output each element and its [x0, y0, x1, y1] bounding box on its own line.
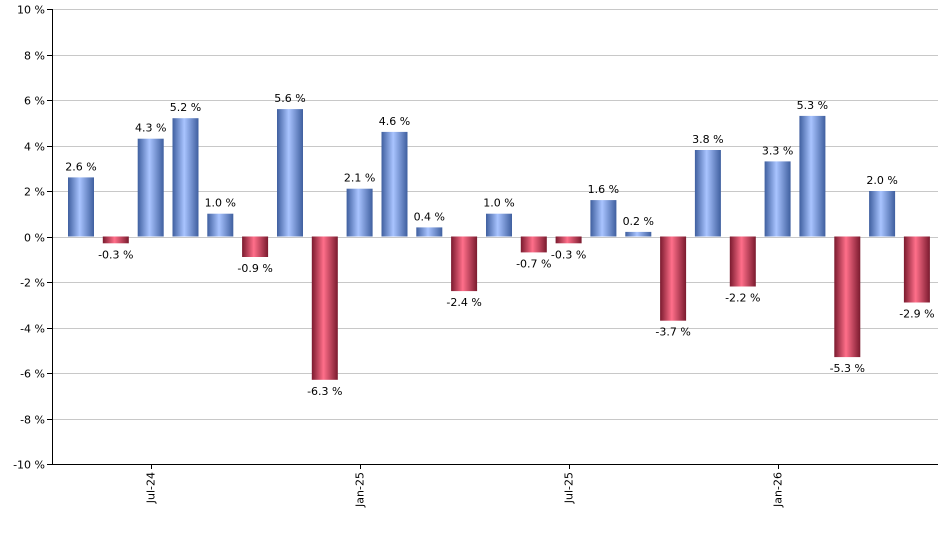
bar-value-label: 2.0 %: [866, 174, 897, 187]
x-tick-label: Jul-24: [145, 472, 158, 504]
y-tick-label: 8 %: [24, 50, 45, 63]
bar-value-label: -2.4 %: [446, 296, 481, 309]
bar-negative: [242, 236, 269, 257]
bar-value-label: 3.3 %: [762, 144, 793, 157]
bar-value-label: 3.8 %: [692, 133, 723, 146]
bar-value-label: 4.6 %: [379, 115, 410, 128]
bar-positive: [869, 191, 896, 237]
bar-negative: [903, 236, 930, 303]
bar-value-label: 1.0 %: [205, 197, 236, 210]
y-tick-label: -8 %: [20, 414, 45, 427]
bar-negative: [834, 236, 861, 358]
bar-value-label: -6.3 %: [307, 385, 342, 398]
y-axis-ticks: 10 % 8 % 6 % 4 % 2 % 0 % -2 % -4 % -6 % -8 % -10 %: [13, 4, 52, 472]
bar-positive: [172, 118, 199, 237]
bar-positive: [137, 138, 164, 237]
bar-value-label: 0.2 %: [623, 215, 654, 228]
bar-negative: [660, 236, 687, 321]
y-tick-label: -2 %: [20, 277, 45, 290]
bar-positive: [346, 188, 373, 237]
bar-value-label: 5.2 %: [170, 101, 201, 114]
bar-positive: [277, 109, 303, 237]
bar-value-label: -5.3 %: [830, 362, 865, 375]
bar-positive: [486, 213, 512, 237]
bar-value-label: -0.3 %: [98, 248, 133, 261]
y-tick-label: 10 %: [17, 4, 45, 17]
bar-value-label: 0.4 %: [414, 210, 445, 223]
bar-value-label: -2.2 %: [725, 292, 760, 305]
x-axis-ticks: Jul-24 Jan-25 Jul-25 Jan-26: [145, 464, 785, 508]
bar-negative: [451, 236, 478, 292]
bar-negative: [555, 236, 582, 244]
bar-value-label: 2.1 %: [344, 172, 375, 185]
bar-value-label: -3.7 %: [655, 326, 690, 339]
bar-value-label: 4.3 %: [135, 122, 166, 135]
y-tick-label: -4 %: [20, 323, 45, 336]
bar-positive: [764, 161, 791, 237]
x-tick-label: Jan-25: [354, 472, 367, 508]
bar-value-label: 1.0 %: [483, 197, 514, 210]
bar-positive: [416, 227, 443, 237]
bar-positive: [590, 200, 617, 237]
bars: [68, 109, 930, 380]
gridlines: [52, 9, 938, 465]
y-tick-label: 2 %: [24, 186, 45, 199]
bar-value-label: 5.3 %: [797, 99, 828, 112]
bar-negative: [102, 236, 129, 244]
bar-positive: [207, 213, 234, 237]
x-tick-label: Jan-26: [772, 472, 785, 508]
bar-positive: [694, 150, 721, 237]
bar-positive: [68, 177, 94, 237]
x-tick-label: Jul-25: [563, 472, 576, 504]
bar-negative: [520, 236, 547, 253]
bar-value-label: 1.6 %: [588, 183, 619, 196]
bar-value-label: 5.6 %: [274, 92, 305, 105]
y-tick-label: -6 %: [20, 368, 45, 381]
bar-value-label: -0.3 %: [551, 248, 586, 261]
data-labels: 2.6 % -0.3 % 4.3 % 5.2 % 1.0 % -0.9 % 5.6 % -6.…: [65, 92, 934, 398]
y-tick-label: 4 %: [24, 141, 45, 154]
bar-positive: [799, 115, 826, 237]
axes: [52, 9, 938, 465]
y-tick-label: -10 %: [13, 459, 45, 472]
bar-positive: [625, 231, 652, 237]
bar-value-label: 2.6 %: [65, 160, 96, 173]
bar-positive: [381, 131, 408, 237]
y-tick-label: 6 %: [24, 95, 45, 108]
bar-value-label: -0.9 %: [237, 262, 272, 275]
bar-value-label: -2.9 %: [899, 308, 934, 321]
bar-negative: [729, 236, 756, 287]
bar-value-label: -0.7 %: [516, 257, 551, 270]
bar-negative: [311, 236, 338, 380]
y-tick-label: 0 %: [24, 232, 45, 245]
